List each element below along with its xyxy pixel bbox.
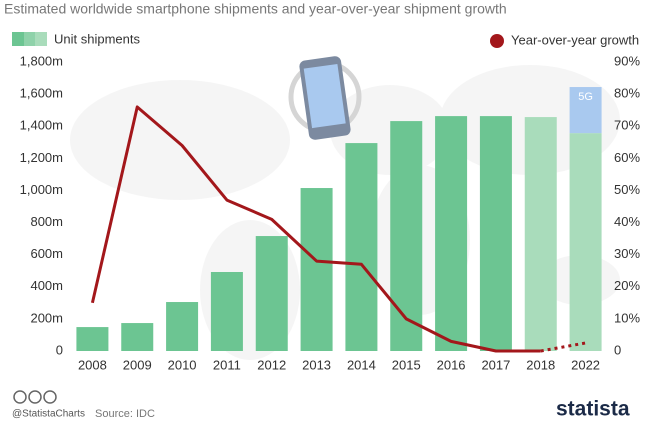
y-tick-label: 400m (30, 278, 63, 293)
x-tick-label: 2013 (302, 357, 331, 372)
y2-tick-label: 70% (614, 118, 640, 133)
legend-swatch (35, 32, 47, 46)
x-tick-label: 2009 (123, 357, 152, 372)
y2-tick-label: 20% (614, 278, 640, 293)
bar (435, 116, 468, 351)
x-tick-label: 2010 (168, 357, 197, 372)
legend-swatch (24, 32, 35, 46)
y-tick-label: 0 (56, 342, 63, 357)
y-tick-label: 1,600m (20, 86, 63, 101)
segment-label: 5G (578, 91, 593, 103)
x-tick-label: 2008 (78, 357, 107, 372)
legend: Unit shipments Year-over-year growth (12, 31, 639, 48)
y-tick-label: 1,200m (20, 150, 63, 165)
chart-title: Estimated worldwide smartphone shipments… (4, 1, 507, 17)
phone-icon (288, 56, 362, 140)
y2-tick-label: 10% (614, 310, 640, 325)
x-tick-label: 2014 (347, 357, 376, 372)
bar (76, 327, 109, 351)
x-tick-label: 2022 (571, 357, 600, 372)
bar (479, 116, 512, 351)
source: Source: IDC (95, 408, 155, 420)
bar (300, 188, 333, 351)
y-tick-label: 200m (30, 310, 63, 325)
y2-tick-label: 30% (614, 246, 640, 261)
bar (121, 323, 154, 351)
x-tick-label: 2017 (481, 357, 510, 372)
bar (166, 302, 199, 351)
y2-tick-label: 0 (614, 342, 621, 357)
bar (390, 121, 423, 351)
bar (345, 143, 378, 351)
x-tick-label: 2012 (257, 357, 286, 372)
y-tick-label: 1,000m (20, 182, 63, 197)
y2-tick-label: 50% (614, 182, 640, 197)
legend-label: Unit shipments (54, 31, 140, 46)
line (90, 105, 541, 353)
x-tick-label: 2018 (526, 357, 555, 372)
x-tick-label: 2011 (213, 357, 241, 372)
y-tick-label: 600m (30, 246, 63, 261)
y2-tick-label: 80% (614, 86, 640, 101)
y2-tick-label: 90% (614, 53, 640, 68)
y-tick-label: 800m (30, 214, 63, 229)
y2-tick-label: 60% (614, 150, 640, 165)
bar (569, 87, 602, 134)
x-tick-label: 2016 (437, 357, 466, 372)
legend-swatch (490, 34, 504, 48)
bar (524, 117, 557, 351)
x-tick-label: 2015 (392, 357, 421, 372)
line-forecast (540, 341, 586, 353)
bar (569, 133, 602, 351)
y-tick-label: 1,800m (20, 53, 63, 68)
bar (255, 236, 288, 351)
legend-label: Year-over-year growth (511, 32, 639, 47)
y2-tick-label: 40% (614, 214, 640, 229)
y-tick-label: 1,400m (20, 118, 63, 133)
footer: @StatistaCharts Source: IDC statista (12, 390, 630, 421)
bar (210, 272, 243, 351)
brand-logo: statista (556, 398, 630, 421)
credit: @StatistaCharts (12, 409, 85, 420)
legend-swatch (12, 32, 24, 46)
